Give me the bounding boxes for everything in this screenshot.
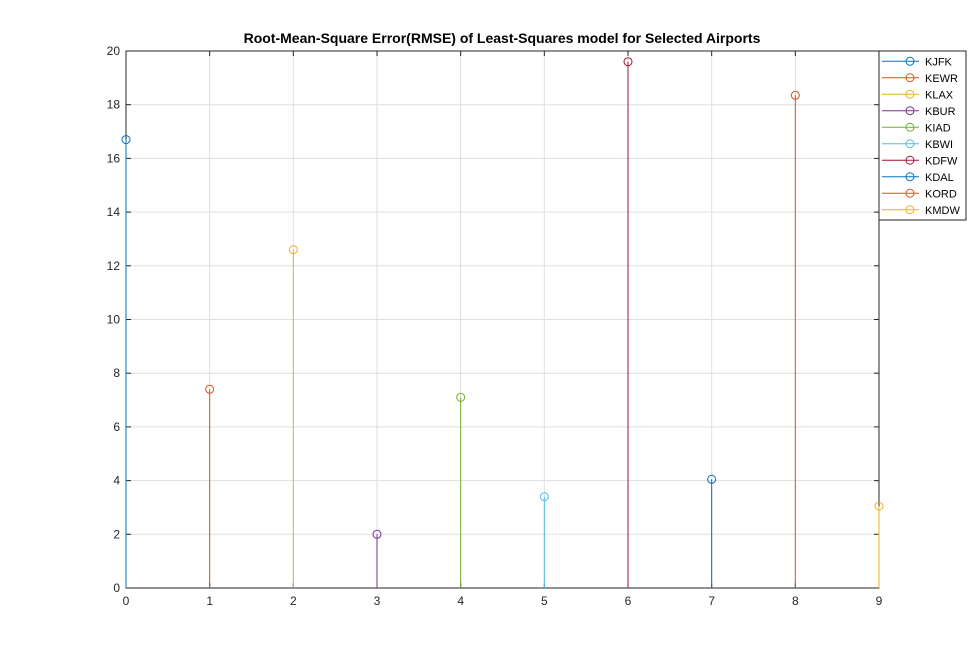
y-tick-label: 6 <box>113 420 120 434</box>
x-tick-label: 2 <box>290 594 297 608</box>
legend-marker-kiad <box>905 122 915 132</box>
legend-label-kbwi: KBWI <box>925 139 953 151</box>
y-tick-label: 8 <box>113 366 120 380</box>
y-tick-label: 18 <box>107 98 121 112</box>
legend-label-kord: KORD <box>925 188 957 200</box>
x-tick-label: 7 <box>708 594 715 608</box>
x-tick-label: 6 <box>625 594 632 608</box>
legend-marker-kord <box>905 188 915 198</box>
y-tick-label: 10 <box>107 313 121 327</box>
chart-title: Root-Mean-Square Error(RMSE) of Least-Sq… <box>244 30 761 46</box>
legend-marker-kbur <box>905 106 915 116</box>
stem-marker-kord <box>790 90 800 100</box>
grid-lines <box>125 50 880 589</box>
legend-label-kdal: KDAL <box>925 172 954 184</box>
stem-marker-kewr <box>205 384 215 394</box>
legend-label-kewr: KEWR <box>925 73 958 85</box>
legend-marker-kjfk <box>905 56 915 66</box>
legend-label-kjfk: KJFK <box>925 56 953 68</box>
legend-label-klax: KLAX <box>925 89 954 101</box>
legend-marker-klax <box>905 89 915 99</box>
x-tick-label: 8 <box>792 594 799 608</box>
stem-marker-klax <box>288 245 298 255</box>
x-tick-label: 5 <box>541 594 548 608</box>
x-tick-label: 0 <box>123 594 130 608</box>
legend-box <box>878 50 967 221</box>
y-tick-label: 20 <box>107 44 121 58</box>
stem-marker-kiad <box>456 392 466 402</box>
x-tick-label: 9 <box>876 594 883 608</box>
stem-marker-kbur <box>372 529 382 539</box>
y-tick-label: 0 <box>113 581 120 595</box>
stem-marker-kmdw <box>874 501 884 511</box>
x-tick-label: 1 <box>206 594 213 608</box>
legend: KJFK KEWR KLAX KBUR KIAD KBWI KDFW KDAL KORD KMDW <box>878 50 967 221</box>
stem-marker-kjfk <box>121 135 131 145</box>
legend-marker-kbwi <box>905 139 915 149</box>
legend-marker-kdal <box>905 172 915 182</box>
y-tick-label: 12 <box>107 259 121 273</box>
stem-series <box>121 57 884 588</box>
x-tick-label: 3 <box>374 594 381 608</box>
legend-label-kiad: KIAD <box>925 122 951 134</box>
y-tick-label: 16 <box>107 151 121 165</box>
y-tick-label: 14 <box>107 205 121 219</box>
x-tick-label: 4 <box>457 594 464 608</box>
y-tick-label: 4 <box>113 474 120 488</box>
stem-marker-kdal <box>707 474 717 484</box>
stem-marker-kdfw <box>623 57 633 67</box>
stem-marker-kbwi <box>539 492 549 502</box>
legend-label-kmdw: KMDW <box>925 205 960 217</box>
legend-marker-kmdw <box>905 205 915 215</box>
y-tick-label: 2 <box>113 527 120 541</box>
legend-label-kbur: KBUR <box>925 106 956 118</box>
legend-label-kdfw: KDFW <box>925 155 958 167</box>
legend-marker-kdfw <box>905 155 915 165</box>
legend-marker-kewr <box>905 73 915 83</box>
